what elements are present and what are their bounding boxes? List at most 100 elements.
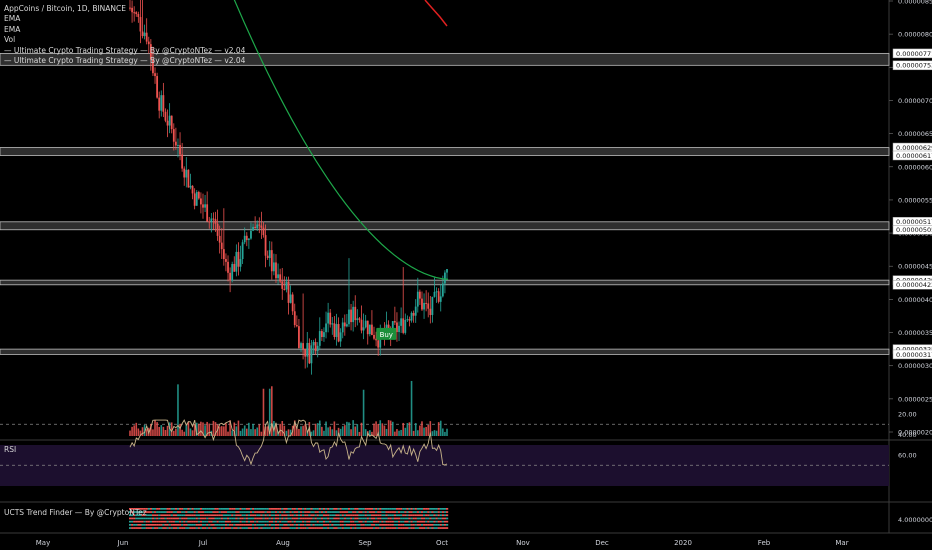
ucts-stripe bbox=[233, 527, 236, 529]
ucts-stripe bbox=[204, 517, 207, 520]
ucts-stripe bbox=[249, 524, 253, 526]
ucts-stripe bbox=[383, 517, 386, 520]
time-tick-label: Aug bbox=[276, 539, 290, 547]
volume-bar bbox=[346, 421, 348, 436]
ucts-stripe bbox=[139, 511, 142, 513]
ucts-stripe bbox=[420, 527, 424, 529]
ucts-stripe bbox=[356, 517, 359, 520]
ucts-stripe bbox=[402, 524, 405, 526]
candle-body bbox=[291, 294, 294, 312]
ucts-stripe bbox=[446, 508, 449, 510]
time-tick-label: May bbox=[36, 539, 50, 547]
volume-bar bbox=[402, 422, 405, 436]
ucts-stripe bbox=[418, 527, 422, 529]
volume-bar bbox=[260, 431, 263, 436]
ucts-stripe bbox=[446, 520, 449, 523]
ucts-stripe bbox=[423, 511, 426, 513]
time-tick-label: Sep bbox=[358, 539, 372, 547]
volume-bar bbox=[179, 423, 181, 436]
ucts-stripe bbox=[212, 517, 215, 520]
ucts-stripe bbox=[229, 524, 232, 526]
ucts-stripe bbox=[395, 520, 399, 523]
ucts-stripe bbox=[437, 508, 440, 510]
candle-body bbox=[312, 341, 315, 346]
rsi-line bbox=[129, 419, 448, 466]
ucts-stripe bbox=[287, 514, 290, 517]
ucts-stripe bbox=[358, 524, 361, 526]
ucts-stripe bbox=[235, 520, 238, 523]
ucts-stripe bbox=[197, 517, 201, 520]
volume-bar bbox=[323, 430, 325, 436]
ucts-stripe bbox=[354, 511, 357, 513]
symbol-title[interactable]: AppCoins / Bitcoin, 1D, BINANCE bbox=[4, 4, 127, 13]
ucts-stripe bbox=[302, 517, 305, 520]
ucts-stripe bbox=[245, 514, 248, 517]
ucts-stripe bbox=[379, 511, 382, 513]
ucts-stripe bbox=[189, 527, 192, 529]
volume-bar bbox=[381, 423, 384, 436]
ucts-stripe bbox=[325, 527, 328, 529]
ema-slow-legend[interactable]: EMA bbox=[4, 14, 21, 24]
ucts-stripe bbox=[227, 511, 230, 513]
ucts-stripe bbox=[314, 517, 317, 520]
ucts-stripe bbox=[247, 508, 251, 510]
ucts-stripe bbox=[185, 517, 188, 520]
ucts-stripe bbox=[325, 520, 328, 523]
ucts-stripe bbox=[260, 511, 263, 513]
ucts-stripe bbox=[160, 527, 163, 529]
ucts-stripe bbox=[287, 520, 290, 523]
volume-bar bbox=[360, 422, 363, 436]
candle-body bbox=[243, 235, 246, 243]
ucts-stripe bbox=[145, 527, 148, 529]
ucts-stripe bbox=[312, 508, 315, 510]
ucts-stripe bbox=[156, 508, 159, 510]
ucts-stripe bbox=[408, 508, 411, 510]
ucts-stripe bbox=[308, 527, 311, 529]
ucts-stripe bbox=[377, 514, 380, 517]
ucts-stripe bbox=[168, 524, 171, 526]
ucts-stripe bbox=[347, 511, 351, 513]
rsi-pane-label[interactable]: RSI bbox=[4, 445, 17, 454]
candle-body bbox=[366, 320, 369, 335]
ucts-stripe bbox=[304, 517, 307, 520]
volume-bar bbox=[394, 431, 396, 436]
ucts-stripe bbox=[272, 508, 276, 510]
strategy-legend-2[interactable]: — Ultimate Crypto Trading Strategy — By … bbox=[4, 55, 246, 65]
ucts-stripe bbox=[295, 511, 299, 513]
ucts-stripe bbox=[218, 527, 221, 529]
candle-body bbox=[268, 250, 271, 259]
ucts-stripe bbox=[158, 511, 161, 513]
ucts-stripe bbox=[135, 520, 138, 523]
ucts-stripe bbox=[306, 514, 309, 517]
ucts-stripe bbox=[350, 511, 353, 513]
volume-bar bbox=[371, 431, 373, 436]
ucts-pane-label[interactable]: UCTS Trend Finder — By @CryptoNTez bbox=[4, 508, 147, 517]
ucts-stripe bbox=[433, 511, 436, 513]
ucts-stripe bbox=[352, 524, 355, 526]
level-price-tag bbox=[892, 225, 932, 235]
ucts-stripe bbox=[258, 520, 261, 523]
volume-legend[interactable]: Vol bbox=[4, 35, 16, 45]
ucts-stripe bbox=[289, 508, 292, 510]
ucts-stripe bbox=[222, 514, 226, 517]
ucts-stripe bbox=[322, 520, 326, 523]
ucts-stripe bbox=[289, 520, 292, 523]
volume-bar bbox=[425, 426, 427, 436]
ucts-stripe bbox=[439, 508, 442, 510]
ema-fast-legend[interactable]: EMA bbox=[4, 24, 21, 34]
ucts-stripe bbox=[222, 517, 226, 520]
strategy-legend-1[interactable]: — Ultimate Crypto Trading Strategy — By … bbox=[4, 45, 246, 55]
ucts-stripe bbox=[425, 511, 428, 513]
ucts-stripe bbox=[306, 524, 309, 526]
candle-body bbox=[337, 324, 340, 342]
ucts-stripe bbox=[158, 508, 161, 510]
ucts-stripe bbox=[362, 508, 365, 510]
ucts-stripe bbox=[179, 508, 182, 510]
ucts-stripe bbox=[408, 517, 411, 520]
volume-bar bbox=[339, 428, 342, 436]
candle-body bbox=[256, 224, 259, 229]
ucts-stripe bbox=[358, 520, 361, 523]
ucts-stripe bbox=[418, 524, 422, 526]
ucts-stripe bbox=[256, 520, 259, 523]
